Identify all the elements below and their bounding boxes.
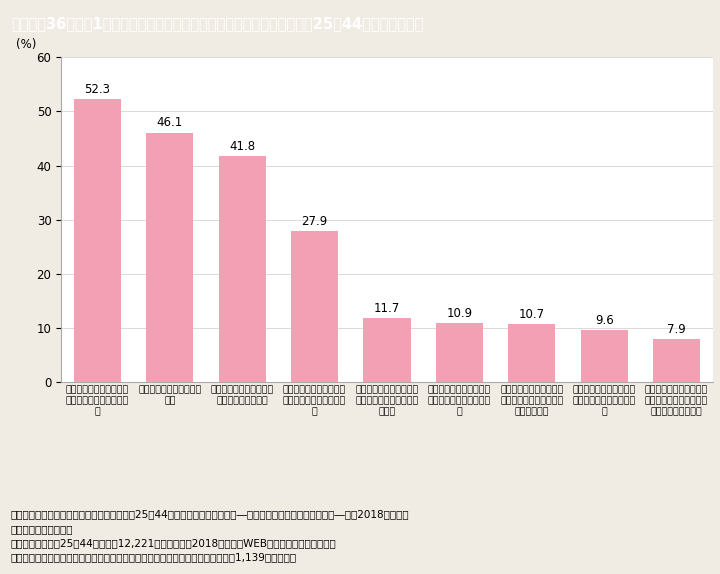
Text: (%): (%): [16, 38, 36, 51]
Text: 41.8: 41.8: [229, 139, 256, 153]
Text: 職場に復帰しても仕事の
内容が出産前と異なりそ
うで不満だったから: 職場に復帰しても仕事の 内容が出産前と異なりそ うで不満だったから: [645, 386, 708, 416]
Bar: [291, 231, 338, 382]
Text: （備考）１．株式会社明治安田総合研究所「25〜44歳の子育てと仕事の両立―出産・子育てに関する調査より―」（2018年６月）
　　　　　より作成。
　　　２．全: （備考）１．株式会社明治安田総合研究所「25〜44歳の子育てと仕事の両立―出産・…: [11, 509, 410, 563]
Bar: [653, 339, 700, 382]
Bar: [508, 324, 555, 382]
Text: 11.7: 11.7: [374, 302, 400, 315]
Text: 保育所など，子どもの預
先を確保できなかったか
ら: 保育所など，子どもの預 先を確保できなかったか ら: [428, 386, 491, 416]
Text: 自分の体や胎児を大事に
したいと考えたから: 自分の体や胎児を大事に したいと考えたから: [210, 386, 274, 405]
Text: 10.7: 10.7: [518, 308, 545, 321]
Text: 46.1: 46.1: [157, 117, 183, 129]
Text: 子どもの体調の悪いとき
などに休むことが多かっ
たから: 子どもの体調の悪いとき などに休むことが多かっ たから: [356, 386, 418, 416]
Bar: [219, 156, 266, 382]
Bar: [364, 319, 410, 382]
Text: 7.9: 7.9: [667, 323, 686, 336]
Text: 27.9: 27.9: [302, 215, 328, 228]
Bar: [580, 330, 628, 382]
Text: Ｉ－特－36図　第1子の妊娠・出産を機に仕事を辞めた理由（子供がいる25〜44歳の既婚女性）: Ｉ－特－36図 第1子の妊娠・出産を機に仕事を辞めた理由（子供がいる25〜44歳…: [11, 16, 423, 31]
Text: 9.6: 9.6: [595, 313, 613, 327]
Bar: [74, 99, 121, 382]
Text: 52.3: 52.3: [84, 83, 110, 96]
Text: 子育てに専念したかった
から: 子育てに専念したかった から: [138, 386, 202, 405]
Bar: [146, 133, 194, 382]
Text: 子育てをしながら仕事を
続けるのは大変だったか
ら: 子育てをしながら仕事を 続けるのは大変だったか ら: [66, 386, 129, 416]
Bar: [436, 323, 483, 382]
Text: 職場の出産・子育ての支
援制度が不十分だったか
ら: 職場の出産・子育ての支 援制度が不十分だったか ら: [283, 386, 346, 416]
Text: 夫や家族が仕事を続ける
ことに賛成しなかったか
ら: 夫や家族が仕事を続ける ことに賛成しなかったか ら: [572, 386, 636, 416]
Text: 10.9: 10.9: [446, 307, 472, 320]
Text: 夫や家族などの家事・子
育てのサポートが得られ
なかったから: 夫や家族などの家事・子 育てのサポートが得られ なかったから: [500, 386, 564, 416]
